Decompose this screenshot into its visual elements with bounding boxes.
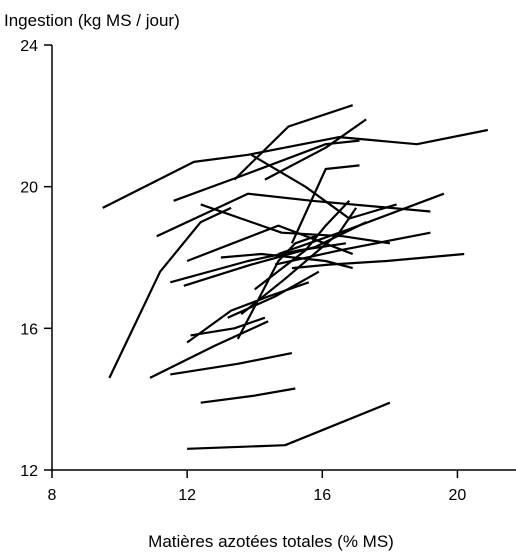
axes: 8 12 16 20 12 16 20 24 <box>20 38 516 504</box>
x-tick-label: 12 <box>178 487 196 504</box>
series-line-20 <box>227 270 320 319</box>
series-line-23 <box>149 320 269 379</box>
series-line-14 <box>274 231 431 266</box>
y-tick-label: 16 <box>20 321 38 338</box>
y-tick-label: 20 <box>20 180 38 197</box>
series-line-19 <box>254 200 351 291</box>
x-axis-title: Matières azotées totales (% MS) <box>148 532 394 551</box>
y-axis-title: Ingestion (kg MS / jour) <box>4 11 180 30</box>
y-tick-label: 12 <box>20 463 38 480</box>
x-tick-label: 16 <box>313 487 331 504</box>
series-line-13 <box>291 252 465 270</box>
series-line-21 <box>186 281 310 344</box>
series-line-22 <box>190 316 266 337</box>
series-line-4 <box>233 104 354 181</box>
series-line-6 <box>264 118 367 181</box>
series-line-24 <box>170 352 293 376</box>
series-line-26 <box>187 401 391 450</box>
series-line-8 <box>200 203 391 245</box>
series-line-18 <box>290 164 360 244</box>
series-line-15 <box>278 192 445 256</box>
y-tick-label: 24 <box>20 38 38 55</box>
series-line-25 <box>200 387 296 404</box>
series-line-3 <box>173 139 360 202</box>
series-line-16 <box>240 207 358 316</box>
series-line-7 <box>156 192 431 238</box>
series-layer <box>102 104 489 450</box>
x-tick-label: 20 <box>449 487 467 504</box>
series-line-1 <box>108 206 232 379</box>
x-tick-label: 8 <box>48 487 57 504</box>
series-line-2 <box>102 128 489 209</box>
